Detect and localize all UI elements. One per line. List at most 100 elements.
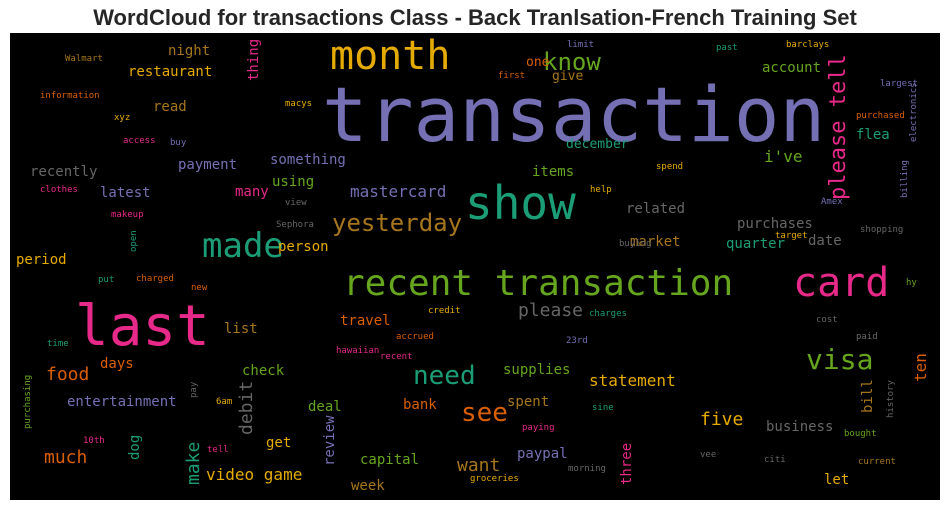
word: purchasing xyxy=(23,374,33,429)
word: business xyxy=(766,419,834,435)
word: paid xyxy=(856,332,878,342)
word: need xyxy=(413,361,476,391)
word: dog xyxy=(127,434,143,460)
word: charged xyxy=(136,274,174,284)
word: bill xyxy=(860,379,876,413)
word: week xyxy=(351,478,385,494)
word: restaurant xyxy=(128,64,213,80)
word: related xyxy=(626,201,686,217)
word: Walmart xyxy=(65,54,103,64)
word: accrued xyxy=(396,332,434,342)
word: buying xyxy=(619,239,652,249)
word: hawaiian xyxy=(336,346,380,356)
word: food xyxy=(46,364,90,385)
word: limit xyxy=(567,40,595,50)
word: pay xyxy=(189,381,199,398)
word: bought xyxy=(844,429,877,439)
word: items xyxy=(532,164,575,180)
word: deal xyxy=(308,399,342,415)
word: clothes xyxy=(40,185,78,195)
word: vee xyxy=(700,450,717,460)
word: morning xyxy=(568,464,606,474)
word: Sephora xyxy=(276,220,314,230)
word: 6am xyxy=(216,397,233,407)
word: debit xyxy=(236,380,257,435)
word: list xyxy=(224,321,258,337)
word: please xyxy=(518,300,584,321)
word: entertainment xyxy=(67,394,177,410)
word: bank xyxy=(403,397,437,413)
word: see xyxy=(461,398,508,428)
word: statement xyxy=(589,371,676,390)
word: quarter xyxy=(726,236,786,252)
word: check xyxy=(242,363,285,379)
word: open xyxy=(129,230,139,252)
word: travel xyxy=(340,313,391,329)
word: much xyxy=(44,447,88,468)
word: yesterday xyxy=(332,209,463,237)
word: groceries xyxy=(470,474,519,484)
word: supplies xyxy=(503,362,571,378)
word: days xyxy=(100,356,134,372)
word: sine xyxy=(592,403,614,413)
word: night xyxy=(168,43,211,59)
word: cost xyxy=(816,315,838,325)
word: help xyxy=(590,185,612,195)
word: month xyxy=(330,33,451,79)
word: market xyxy=(630,234,681,250)
word: macys xyxy=(285,99,313,109)
word: purchases xyxy=(737,216,813,232)
word: information xyxy=(40,91,100,101)
word: i've xyxy=(764,147,803,166)
word: please tell xyxy=(826,54,851,200)
word: billing xyxy=(900,160,910,198)
word: made xyxy=(202,226,284,266)
word: something xyxy=(270,152,346,168)
word: many xyxy=(235,184,269,200)
word: recent transaction xyxy=(343,263,734,304)
word: read xyxy=(153,99,187,115)
word: shopping xyxy=(860,225,904,235)
word: latest xyxy=(100,185,151,201)
word: 10th xyxy=(83,436,105,446)
word: past xyxy=(716,43,738,53)
word: spent xyxy=(507,394,550,410)
word: review xyxy=(322,415,338,466)
word: flea xyxy=(856,127,890,143)
word: buy xyxy=(170,138,187,148)
word: visa xyxy=(806,343,874,376)
word: date xyxy=(808,233,842,249)
word: last xyxy=(75,294,210,359)
word: paypal xyxy=(517,446,568,462)
word: give xyxy=(552,69,584,84)
word: know xyxy=(543,48,601,76)
word: hy xyxy=(906,278,917,288)
word: transaction xyxy=(322,70,826,159)
word: put xyxy=(98,275,115,285)
word: charges xyxy=(589,309,627,319)
word: payment xyxy=(178,157,238,173)
word: new xyxy=(191,283,208,293)
word: current xyxy=(858,457,896,467)
word: recently xyxy=(30,164,98,180)
word: show xyxy=(465,176,576,230)
word: electronics xyxy=(909,82,919,142)
word: purchased xyxy=(856,111,905,121)
word: 23rd xyxy=(566,336,588,346)
word: get xyxy=(266,435,292,451)
word: five xyxy=(700,409,744,430)
word: paying xyxy=(522,423,555,433)
word: first xyxy=(498,71,526,81)
word: view xyxy=(285,198,307,208)
word: ten xyxy=(911,353,930,382)
word: make xyxy=(183,441,204,485)
word: period xyxy=(16,252,67,268)
wordcloud-canvas: transaction month show know please tell … xyxy=(10,33,940,500)
word: thing xyxy=(246,38,262,81)
word: mastercard xyxy=(350,182,447,201)
word: citi xyxy=(764,455,786,465)
word: makeup xyxy=(111,210,144,220)
word: history xyxy=(886,380,896,418)
word: tell xyxy=(207,445,229,455)
word: largest xyxy=(880,79,918,89)
